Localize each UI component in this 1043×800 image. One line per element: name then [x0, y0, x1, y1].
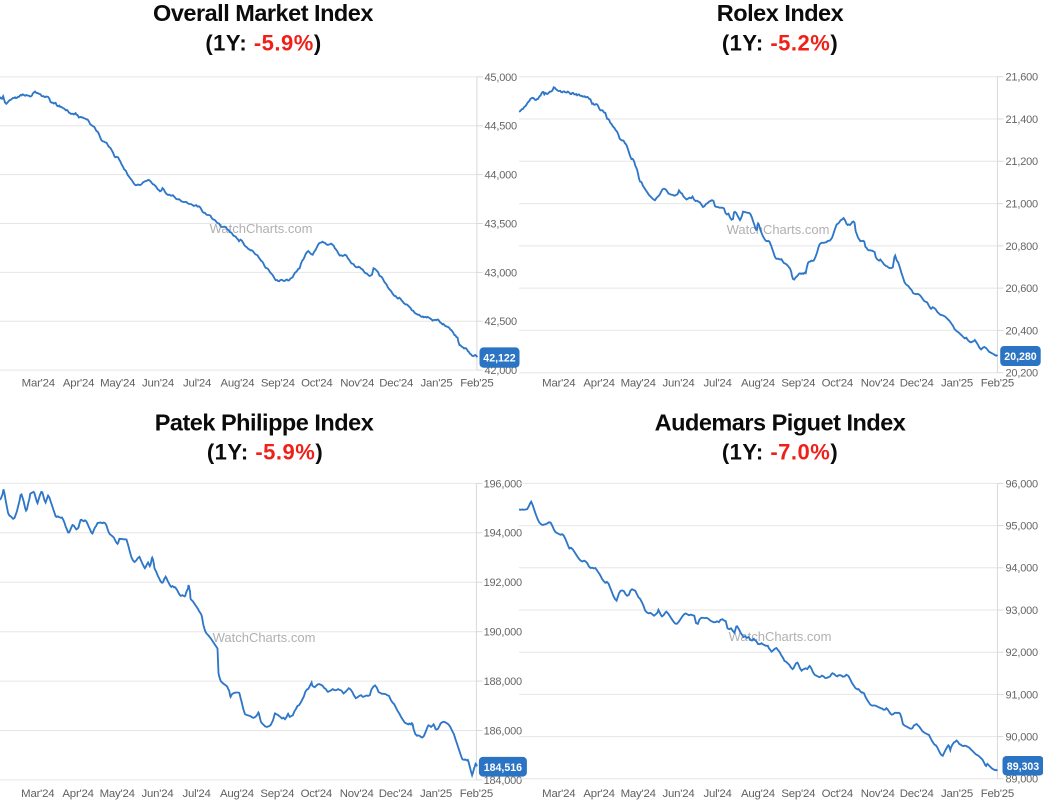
svg-text:Mar'24: Mar'24	[542, 788, 575, 800]
svg-text:184,000: 184,000	[484, 775, 522, 787]
svg-text:194,000: 194,000	[484, 528, 522, 540]
svg-text:44,500: 44,500	[485, 121, 518, 133]
svg-text:Nov'24: Nov'24	[861, 788, 895, 800]
svg-text:Jul'24: Jul'24	[183, 378, 211, 390]
svg-text:Sep'24: Sep'24	[261, 378, 295, 390]
svg-text:Jul'24: Jul'24	[703, 788, 731, 800]
svg-text:Mar'24: Mar'24	[542, 378, 575, 390]
svg-text:May'24: May'24	[100, 378, 135, 390]
svg-text:89,303: 89,303	[1007, 761, 1040, 773]
svg-text:95,000: 95,000	[1006, 521, 1039, 533]
svg-text:Jul'24: Jul'24	[703, 378, 731, 390]
svg-text:21,400: 21,400	[1006, 114, 1039, 126]
svg-text:94,000: 94,000	[1006, 563, 1039, 575]
svg-text:43,000: 43,000	[485, 267, 518, 279]
svg-text:Jun'24: Jun'24	[662, 378, 694, 390]
svg-text:21,000: 21,000	[1006, 199, 1039, 211]
svg-text:Jun'24: Jun'24	[662, 788, 694, 800]
svg-text:89,000: 89,000	[1006, 774, 1039, 786]
svg-text:44,000: 44,000	[485, 170, 518, 182]
svg-text:Apr'24: Apr'24	[583, 788, 614, 800]
svg-text:Jan'25: Jan'25	[420, 788, 452, 800]
svg-text:Aug'24: Aug'24	[220, 788, 254, 800]
svg-text:(1Y: -5.9%): (1Y: -5.9%)	[207, 440, 323, 465]
svg-text:Jan'25: Jan'25	[941, 378, 973, 390]
svg-text:184,516: 184,516	[484, 762, 522, 774]
svg-text:Oct'24: Oct'24	[822, 788, 853, 800]
svg-text:20,280: 20,280	[1004, 351, 1037, 363]
svg-text:43,500: 43,500	[485, 218, 518, 230]
svg-text:Mar'24: Mar'24	[21, 788, 54, 800]
svg-text:20,200: 20,200	[1006, 368, 1039, 380]
svg-text:Dec'24: Dec'24	[900, 788, 934, 800]
svg-text:20,600: 20,600	[1006, 283, 1039, 295]
svg-text:190,000: 190,000	[484, 627, 522, 639]
svg-text:Oct'24: Oct'24	[301, 378, 332, 390]
svg-text:Apr'24: Apr'24	[62, 788, 93, 800]
svg-text:May'24: May'24	[100, 788, 135, 800]
svg-text:Audemars Piguet Index: Audemars Piguet Index	[655, 410, 906, 436]
svg-text:92,000: 92,000	[1006, 647, 1039, 659]
svg-text:45,000: 45,000	[485, 72, 518, 84]
svg-text:Jun'24: Jun'24	[141, 788, 173, 800]
svg-text:Jul'24: Jul'24	[182, 788, 210, 800]
svg-text:(1Y: -7.0%): (1Y: -7.0%)	[722, 440, 838, 465]
svg-text:Feb'25: Feb'25	[981, 788, 1014, 800]
svg-text:Mar'24: Mar'24	[22, 378, 55, 390]
svg-text:Nov'24: Nov'24	[340, 788, 374, 800]
svg-text:Aug'24: Aug'24	[220, 378, 254, 390]
svg-text:Sep'24: Sep'24	[260, 788, 294, 800]
svg-text:20,800: 20,800	[1006, 241, 1039, 253]
svg-text:93,000: 93,000	[1006, 605, 1039, 617]
svg-text:Dec'24: Dec'24	[379, 378, 413, 390]
svg-text:21,200: 21,200	[1006, 156, 1039, 168]
svg-text:Feb'25: Feb'25	[981, 378, 1014, 390]
svg-text:May'24: May'24	[621, 788, 656, 800]
svg-text:WatchCharts.com: WatchCharts.com	[210, 221, 313, 236]
svg-text:Sep'24: Sep'24	[781, 788, 815, 800]
svg-text:Dec'24: Dec'24	[379, 788, 413, 800]
svg-text:Jun'24: Jun'24	[142, 378, 174, 390]
svg-text:Dec'24: Dec'24	[900, 378, 934, 390]
svg-text:42,122: 42,122	[483, 353, 516, 365]
svg-text:Patek Philippe Index: Patek Philippe Index	[155, 410, 374, 436]
svg-text:192,000: 192,000	[484, 577, 522, 589]
svg-text:(1Y: -5.2%): (1Y: -5.2%)	[722, 30, 838, 55]
svg-text:20,400: 20,400	[1006, 325, 1039, 337]
svg-text:42,500: 42,500	[485, 316, 518, 328]
svg-text:Jan'25: Jan'25	[420, 378, 452, 390]
svg-text:Aug'24: Aug'24	[741, 378, 775, 390]
svg-text:Sep'24: Sep'24	[781, 378, 815, 390]
svg-text:188,000: 188,000	[484, 676, 522, 688]
svg-text:Oct'24: Oct'24	[301, 788, 332, 800]
svg-text:Oct'24: Oct'24	[822, 378, 853, 390]
svg-text:90,000: 90,000	[1006, 732, 1039, 744]
svg-text:96,000: 96,000	[1006, 478, 1039, 490]
svg-text:Nov'24: Nov'24	[340, 378, 374, 390]
svg-text:(1Y: -5.9%): (1Y: -5.9%)	[205, 30, 321, 55]
svg-text:Aug'24: Aug'24	[741, 788, 775, 800]
svg-text:Feb'25: Feb'25	[460, 788, 493, 800]
svg-text:Apr'24: Apr'24	[583, 378, 614, 390]
svg-text:Jan'25: Jan'25	[941, 788, 973, 800]
svg-text:May'24: May'24	[621, 378, 656, 390]
svg-text:WatchCharts.com: WatchCharts.com	[727, 222, 830, 237]
svg-text:Overall Market Index: Overall Market Index	[153, 0, 373, 26]
svg-text:21,600: 21,600	[1006, 72, 1039, 84]
svg-text:WatchCharts.com: WatchCharts.com	[213, 630, 316, 645]
svg-text:186,000: 186,000	[484, 725, 522, 737]
svg-text:91,000: 91,000	[1006, 689, 1039, 701]
svg-text:42,000: 42,000	[485, 365, 518, 377]
svg-text:Nov'24: Nov'24	[861, 378, 895, 390]
svg-text:196,000: 196,000	[484, 478, 522, 490]
svg-text:Feb'25: Feb'25	[460, 378, 493, 390]
svg-text:Apr'24: Apr'24	[63, 378, 94, 390]
svg-text:Rolex Index: Rolex Index	[717, 0, 844, 26]
